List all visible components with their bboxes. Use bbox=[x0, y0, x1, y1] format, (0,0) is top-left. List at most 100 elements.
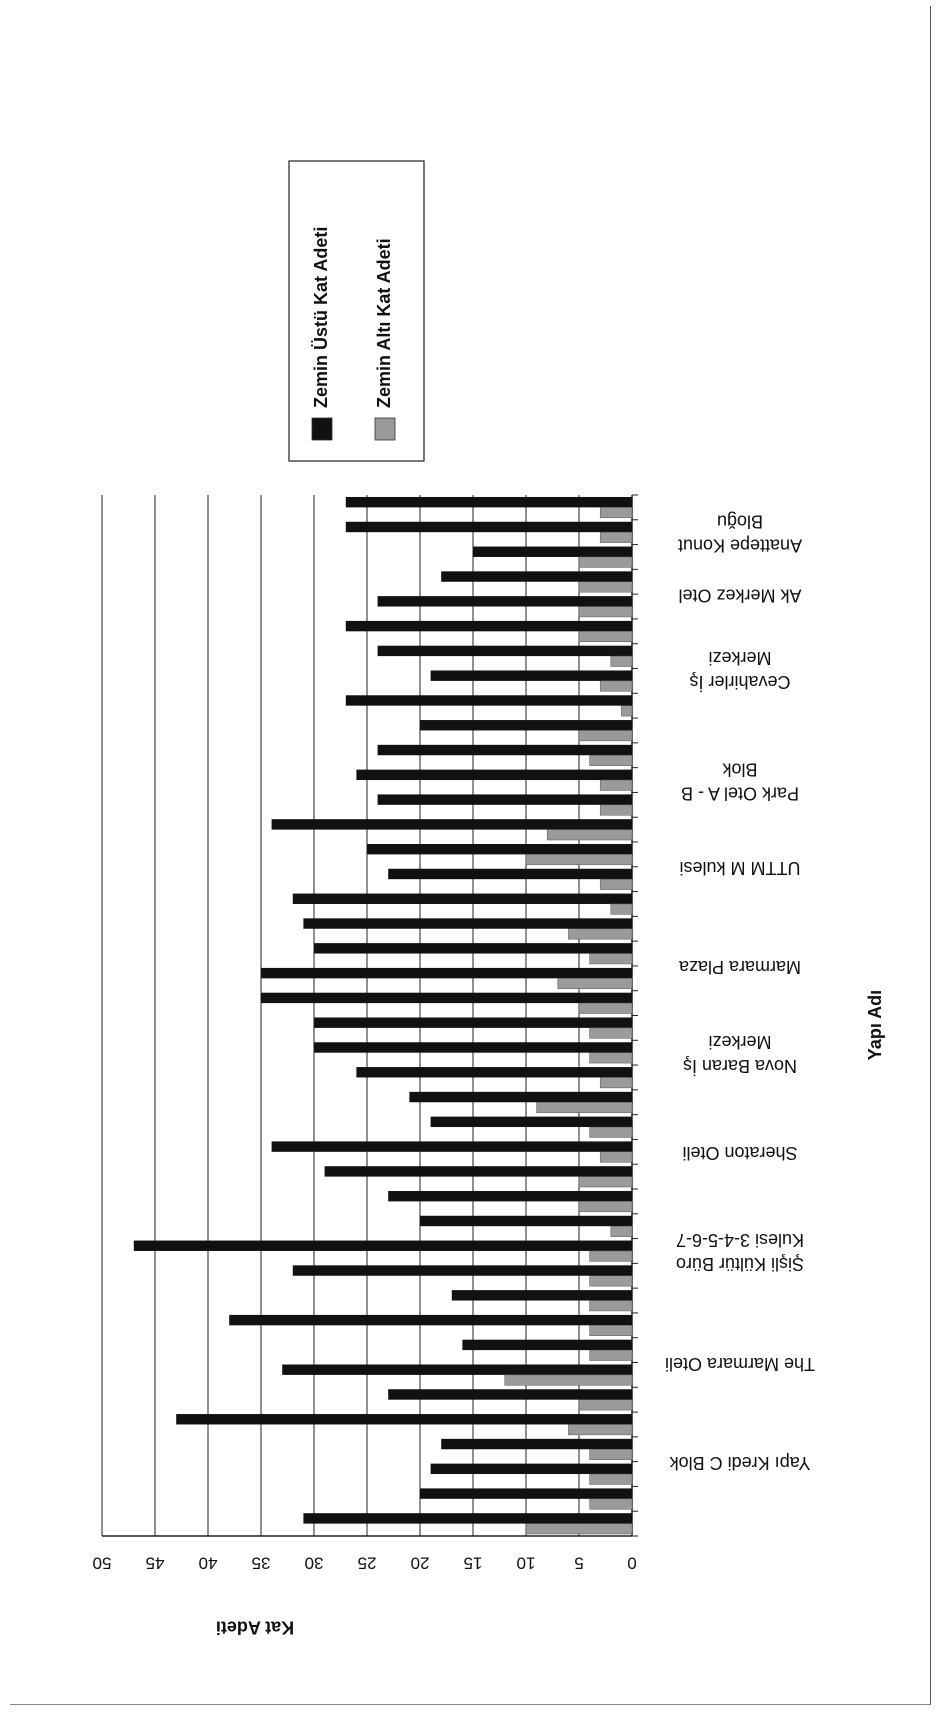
category-label: UTTM M kulesi bbox=[680, 858, 801, 878]
bar-below-ground bbox=[578, 730, 633, 742]
bar-above-ground bbox=[367, 843, 632, 855]
legend: Zemin Üstü Kat Adeti Zemin Altı Kat Adeti bbox=[288, 160, 425, 462]
bar-below-ground bbox=[589, 1349, 633, 1361]
bar-above-ground bbox=[377, 794, 632, 805]
bar-above-ground bbox=[261, 992, 632, 1004]
bar-below-ground bbox=[525, 1523, 633, 1535]
category-label: Ak Merkez Otel bbox=[678, 585, 801, 605]
bar-above-ground bbox=[430, 1116, 632, 1128]
y-tick-label: 50 bbox=[93, 1554, 112, 1573]
bar-above-ground bbox=[345, 496, 632, 508]
legend-label: Zemin Üstü Kat Adeti bbox=[311, 227, 331, 408]
bar-above-ground bbox=[229, 1314, 632, 1326]
bar-below-ground bbox=[599, 1077, 633, 1089]
category-label: Sheraton Oteli bbox=[682, 1143, 797, 1163]
bar-below-ground bbox=[578, 1176, 633, 1188]
bar-above-ground bbox=[261, 967, 632, 979]
bar-above-ground bbox=[462, 1339, 632, 1351]
bar-above-ground bbox=[388, 1190, 632, 1202]
bar-below-ground bbox=[578, 556, 633, 568]
bar-above-ground bbox=[356, 1067, 632, 1078]
category-label-line: Kulesi 3-4-5-6-7 bbox=[676, 1230, 804, 1250]
bar-below-ground bbox=[610, 655, 633, 667]
category-label-line: UTTM M kulesi bbox=[680, 858, 801, 878]
y-tick-label: 15 bbox=[464, 1554, 483, 1573]
category-label-line: Ak Merkez Otel bbox=[678, 585, 801, 605]
bar-above-ground bbox=[420, 1215, 632, 1227]
bar-below-ground bbox=[568, 1424, 633, 1436]
y-axis-title: Kat Adeti bbox=[216, 1617, 294, 1637]
bar-below-ground bbox=[589, 1473, 633, 1485]
bar-above-ground bbox=[377, 645, 632, 657]
bar-below-ground bbox=[568, 928, 633, 940]
bar-below-ground bbox=[589, 953, 633, 965]
bar-below-ground bbox=[578, 1002, 633, 1014]
bar-below-ground bbox=[578, 606, 633, 618]
category-label-line: Park Otel A - B bbox=[681, 783, 799, 803]
bar-above-ground bbox=[388, 868, 632, 880]
bar-below-ground bbox=[610, 1225, 633, 1237]
y-tick-label: 5 bbox=[574, 1554, 583, 1573]
category-label-line: Sheraton Oteli bbox=[682, 1143, 797, 1163]
category-label: Yapı Kredi C Blok bbox=[669, 1453, 811, 1473]
category-label: Nova Baran İş Merkezi bbox=[683, 1032, 797, 1076]
category-label: The Marmara Oteli bbox=[665, 1354, 815, 1374]
category-label-line: Bloğu bbox=[717, 511, 763, 531]
bar-above-ground bbox=[345, 620, 632, 632]
bar-above-ground bbox=[345, 521, 632, 533]
bar-below-ground bbox=[599, 507, 633, 519]
bar-above-ground bbox=[377, 744, 632, 756]
y-tick-label: 30 bbox=[305, 1554, 324, 1573]
legend-box bbox=[288, 160, 425, 462]
y-tick-label: 35 bbox=[252, 1554, 271, 1573]
legend-label: Zemin Altı Kat Adeti bbox=[374, 238, 394, 408]
bar-above-ground bbox=[441, 571, 632, 582]
bar-above-ground bbox=[133, 1240, 633, 1251]
bar-below-ground bbox=[578, 581, 633, 593]
bar-above-ground bbox=[430, 1463, 632, 1475]
bar-below-ground bbox=[589, 1498, 633, 1510]
bar-above-ground bbox=[176, 1414, 632, 1425]
bar-above-ground bbox=[430, 670, 632, 681]
bar-below-ground bbox=[599, 531, 633, 543]
legend-swatch bbox=[311, 417, 333, 441]
category-label-line: Merkezi bbox=[708, 648, 771, 668]
bar-above-ground bbox=[345, 695, 632, 706]
bar-above-ground bbox=[303, 1513, 632, 1524]
bar-above-ground bbox=[324, 1166, 632, 1177]
bar-above-ground bbox=[388, 1389, 632, 1400]
bar-below-ground bbox=[589, 1275, 633, 1287]
bar-below-ground bbox=[589, 1449, 633, 1460]
bar-below-ground bbox=[546, 829, 633, 841]
page-border bbox=[10, 6, 931, 1705]
legend-swatch bbox=[374, 417, 396, 441]
bar-below-ground bbox=[599, 804, 633, 816]
bar-above-ground bbox=[441, 1438, 632, 1450]
category-label-line: Merkezi bbox=[708, 1032, 771, 1052]
bar-below-ground bbox=[536, 1102, 633, 1113]
bar-above-ground bbox=[303, 918, 632, 929]
category-label-line: The Marmara Oteli bbox=[665, 1354, 815, 1374]
bar-below-ground bbox=[589, 1126, 633, 1138]
category-label-line: Yapı Kredi C Blok bbox=[669, 1453, 811, 1473]
category-label: Park Otel A - B Blok bbox=[681, 759, 799, 803]
category-label: Marmara Plaza bbox=[678, 957, 801, 977]
bar-below-ground bbox=[578, 631, 633, 642]
bar-below-ground bbox=[525, 854, 633, 866]
bar-above-ground bbox=[451, 1290, 632, 1301]
bar-below-ground bbox=[557, 978, 633, 989]
category-label-line: Nova Baran İş bbox=[683, 1056, 797, 1076]
bar-above-ground bbox=[314, 943, 632, 954]
bar-above-ground bbox=[271, 1141, 632, 1152]
category-label-line: Marmara Plaza bbox=[678, 957, 801, 977]
category-label-line: Blok bbox=[721, 759, 757, 779]
y-tick-label: 20 bbox=[411, 1554, 430, 1573]
bar-below-ground bbox=[599, 1151, 633, 1163]
category-label: Anattepe Konut Bloğu bbox=[678, 511, 802, 555]
category-label-line: Şişli Kültür Büro bbox=[676, 1254, 804, 1274]
bar-below-ground bbox=[610, 903, 633, 915]
bar-below-ground bbox=[599, 878, 633, 890]
category-label-line: Cevahirler İş bbox=[689, 672, 790, 692]
y-tick-label: 25 bbox=[358, 1554, 377, 1573]
